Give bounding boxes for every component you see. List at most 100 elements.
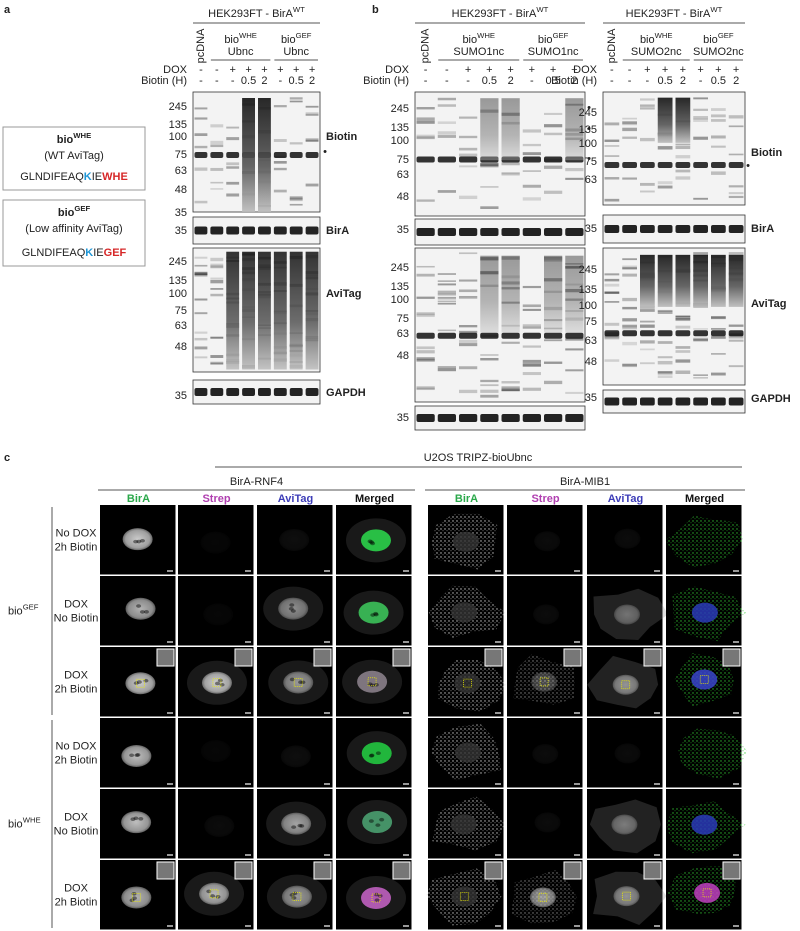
band bbox=[522, 170, 541, 173]
band bbox=[728, 162, 744, 169]
band bbox=[622, 162, 637, 169]
nucleolus bbox=[130, 817, 136, 821]
band bbox=[194, 264, 208, 267]
dox-cell: + bbox=[662, 64, 668, 76]
band bbox=[622, 324, 637, 328]
band bbox=[437, 121, 456, 124]
row-label: 2h Biotin bbox=[55, 541, 98, 553]
biotin-cell: 0.5 bbox=[657, 75, 672, 87]
band bbox=[210, 388, 224, 396]
band bbox=[459, 295, 478, 299]
smear bbox=[242, 98, 255, 212]
inset bbox=[643, 861, 662, 880]
band bbox=[675, 350, 691, 353]
nucleus bbox=[614, 528, 641, 549]
nucleolus bbox=[131, 892, 137, 896]
biotin-cell: 0.5 bbox=[289, 75, 304, 87]
inset bbox=[156, 648, 175, 667]
band bbox=[210, 265, 224, 269]
nucleolus bbox=[135, 753, 141, 757]
band bbox=[480, 394, 499, 398]
band bbox=[622, 330, 637, 337]
nucleus bbox=[691, 602, 718, 623]
label-base: bio bbox=[640, 34, 655, 46]
band bbox=[289, 196, 303, 200]
band bbox=[657, 185, 673, 189]
band bbox=[522, 387, 541, 391]
nucleolus bbox=[129, 753, 135, 758]
band bbox=[728, 195, 744, 199]
band bbox=[675, 162, 691, 169]
nucleus bbox=[125, 597, 156, 620]
label-superscript: GEF bbox=[296, 31, 312, 40]
inset bbox=[313, 648, 332, 667]
band bbox=[604, 225, 620, 233]
band bbox=[522, 152, 541, 156]
nucleolus bbox=[217, 678, 223, 683]
band bbox=[565, 228, 584, 236]
band bbox=[711, 330, 726, 337]
biotin-cell: - bbox=[445, 75, 449, 87]
band bbox=[459, 156, 478, 163]
marker-label: 135 bbox=[169, 275, 187, 287]
inset bbox=[234, 861, 253, 880]
nucleolus bbox=[210, 894, 216, 898]
band bbox=[622, 121, 637, 126]
biotin-cell: 2 bbox=[309, 75, 315, 87]
band bbox=[501, 162, 520, 166]
marker-label: 245 bbox=[579, 107, 597, 119]
nucleolus bbox=[136, 539, 142, 544]
band bbox=[675, 176, 691, 180]
nucleolus bbox=[134, 753, 140, 758]
channel-header: AviTag bbox=[608, 493, 643, 505]
nucleus bbox=[125, 672, 156, 695]
dox-cell: - bbox=[610, 64, 614, 76]
smear bbox=[289, 251, 303, 370]
band bbox=[437, 293, 456, 296]
nucleus bbox=[278, 597, 309, 620]
marker-label: 135 bbox=[579, 284, 597, 296]
band bbox=[194, 346, 208, 350]
row-label: Biotin (H) bbox=[363, 75, 409, 87]
group-name: SUMO1nc bbox=[528, 46, 579, 58]
band bbox=[565, 332, 584, 339]
band bbox=[459, 366, 478, 370]
marker-label: 245 bbox=[391, 103, 409, 115]
band bbox=[693, 377, 708, 379]
inset bbox=[392, 861, 411, 880]
nucleolus bbox=[291, 825, 297, 829]
band bbox=[459, 279, 478, 282]
construct-description: (WT AviTag) bbox=[44, 150, 104, 162]
nucleolus bbox=[289, 677, 295, 682]
marker-label: 100 bbox=[579, 138, 597, 150]
nucleus bbox=[691, 814, 718, 835]
biotin-cell: - bbox=[699, 75, 703, 87]
band bbox=[522, 372, 541, 376]
label-superscript: GEF bbox=[553, 31, 569, 40]
band bbox=[622, 318, 637, 322]
band bbox=[693, 162, 708, 169]
control-label: pcDNA bbox=[195, 28, 207, 64]
marker-label: 245 bbox=[169, 101, 187, 113]
band bbox=[522, 345, 541, 348]
band bbox=[210, 288, 224, 290]
biotin-cell: - bbox=[199, 75, 203, 87]
blot-label: Biotin bbox=[751, 147, 782, 159]
label-base: bio bbox=[462, 34, 477, 46]
band bbox=[522, 285, 541, 289]
band bbox=[194, 145, 208, 149]
nucleus bbox=[613, 604, 640, 625]
band bbox=[416, 117, 435, 121]
inset bbox=[313, 861, 332, 880]
nucleus bbox=[201, 532, 231, 554]
band bbox=[501, 172, 520, 175]
band bbox=[226, 388, 240, 396]
nucleolus bbox=[297, 823, 303, 828]
band bbox=[604, 330, 620, 337]
marker-label: 245 bbox=[391, 262, 409, 274]
biotin-cell: - bbox=[231, 75, 235, 87]
band bbox=[693, 252, 708, 256]
band bbox=[416, 332, 435, 339]
marker-label: 35 bbox=[397, 224, 409, 236]
smear bbox=[693, 254, 708, 307]
